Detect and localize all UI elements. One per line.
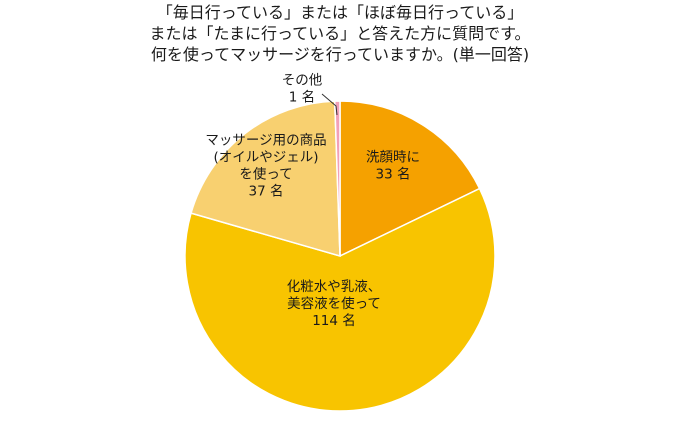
slice-toner-lotion [184,187,496,412]
slice-other-leader-line [321,93,338,116]
slice-washing-face-label: 洗顔時に 33 名 [366,150,420,183]
title-line-3: 何を使ってマッサージを行っていますか。(単一回答) [150,45,530,64]
slice-toner-lotion-label: 化粧水や乳液、美容液を使って 114 名 [287,279,382,329]
slice-massage-product-label: マッサージ用の商品(オイルやジェル)を使って 37 名 [205,133,326,200]
slice-massage-product [190,100,341,258]
chart-title: 「毎日行っている」または「ほぼ毎日行っている」 または「たまに行っている」と答え… [0,2,680,65]
slice-other [333,100,341,257]
slice-other-label: その他 1 名 [282,73,323,106]
title-line-1: 「毎日行っている」または「ほぼ毎日行っている」 [156,3,524,22]
title-line-2: または「たまに行っている」と答えた方に質問です。 [149,24,531,43]
slice-washing-face [339,100,481,258]
